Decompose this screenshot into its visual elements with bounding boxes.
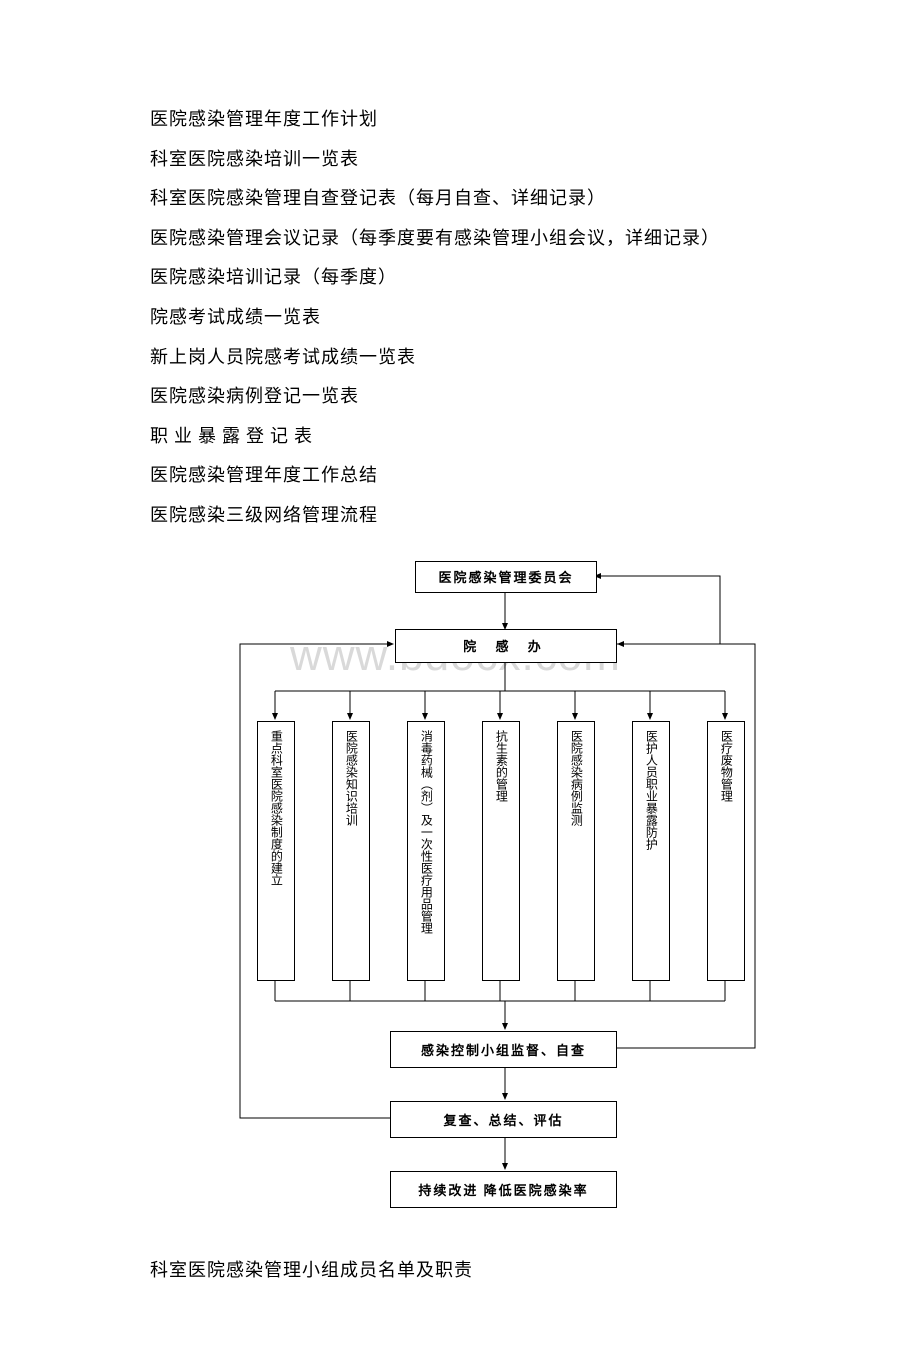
flowchart-node: 医院感染知识培训 — [332, 721, 370, 981]
flowchart-node: 医护人员职业暴露防护 — [632, 721, 670, 981]
flowchart-node: 医疗废物管理 — [707, 721, 745, 981]
flowchart-node: 医院感染管理委员会 — [415, 561, 597, 593]
flowchart-node: 复查、总结、评估 — [390, 1101, 617, 1138]
flowchart-node: 重点科室医院感染制度的建立 — [257, 721, 295, 981]
document-page: 医院感染管理年度工作计划 科室医院感染培训一览表 科室医院感染管理自查登记表（每… — [0, 0, 920, 1350]
flowchart-node: 抗生素的管理 — [482, 721, 520, 981]
list-item: 医院感染管理年度工作计划 — [150, 100, 770, 140]
flowchart-diagram: www.bdocx.com — [215, 561, 835, 1221]
flowchart-node: 医院感染病例监测 — [557, 721, 595, 981]
flowchart-node: 感染控制小组监督、自查 — [390, 1031, 617, 1068]
list-item: 院感考试成绩一览表 — [150, 298, 770, 338]
flowchart-node: 院 感 办 — [395, 629, 617, 663]
list-item: 科室医院感染培训一览表 — [150, 140, 770, 180]
list-item: 医院感染三级网络管理流程 — [150, 496, 770, 536]
list-item: 职业暴露登记表 — [150, 417, 770, 457]
list-item: 医院感染病例登记一览表 — [150, 377, 770, 417]
list-item: 新上岗人员院感考试成绩一览表 — [150, 338, 770, 378]
list-item: 医院感染培训记录（每季度） — [150, 258, 770, 298]
list-item: 科室医院感染管理自查登记表（每月自查、详细记录） — [150, 179, 770, 219]
footer-text: 科室医院感染管理小组成员名单及职责 — [150, 1251, 770, 1291]
list-item: 医院感染管理年度工作总结 — [150, 456, 770, 496]
flowchart-node: 消毒药械（剂）及一次性医疗用品管理 — [407, 721, 445, 981]
flowchart-node: 持续改进 降低医院感染率 — [390, 1171, 617, 1208]
list-item: 医院感染管理会议记录（每季度要有感染管理小组会议，详细记录） — [150, 219, 770, 259]
